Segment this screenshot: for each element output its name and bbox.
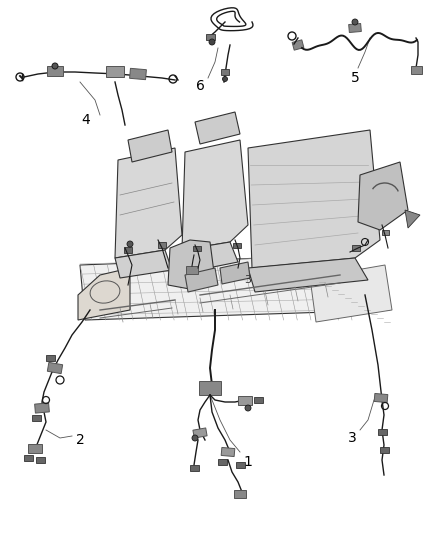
Bar (292, 40, 304, 50)
Bar (46, 355, 54, 361)
Circle shape (223, 77, 227, 82)
Bar (199, 381, 221, 395)
Bar (47, 362, 63, 374)
Bar (378, 429, 386, 435)
Bar (221, 69, 229, 75)
Polygon shape (78, 268, 130, 320)
Bar (233, 243, 241, 247)
Bar (218, 459, 226, 465)
Bar (47, 66, 63, 76)
Bar (352, 245, 360, 251)
Polygon shape (168, 240, 215, 290)
Circle shape (127, 241, 133, 247)
Bar (28, 443, 42, 453)
Bar (35, 457, 45, 463)
Bar (236, 462, 244, 468)
Circle shape (52, 63, 58, 69)
Polygon shape (185, 268, 218, 292)
Polygon shape (182, 242, 238, 272)
Polygon shape (220, 262, 250, 284)
Bar (106, 66, 124, 77)
Polygon shape (405, 210, 420, 228)
Bar (238, 395, 252, 405)
Circle shape (209, 39, 215, 45)
Text: 3: 3 (348, 431, 357, 445)
Bar (379, 447, 389, 453)
Polygon shape (358, 162, 408, 230)
Polygon shape (115, 250, 172, 278)
Bar (193, 428, 207, 438)
Bar (190, 465, 198, 471)
Polygon shape (195, 112, 240, 144)
Text: 4: 4 (81, 113, 90, 127)
Polygon shape (80, 255, 390, 320)
Bar (32, 415, 40, 421)
Bar (35, 403, 49, 413)
Bar (205, 34, 215, 40)
Bar (221, 447, 235, 457)
Polygon shape (182, 140, 248, 250)
Bar (24, 455, 32, 461)
Bar (254, 397, 262, 403)
Bar (381, 230, 389, 235)
Bar (158, 242, 166, 248)
Bar (234, 490, 246, 498)
Bar (349, 23, 361, 33)
Bar (374, 393, 388, 402)
Circle shape (245, 405, 251, 411)
Circle shape (192, 435, 198, 441)
Bar (410, 66, 421, 74)
Bar (124, 247, 132, 253)
Polygon shape (248, 258, 368, 292)
Polygon shape (310, 265, 392, 322)
Bar (130, 68, 146, 79)
Text: 2: 2 (76, 433, 85, 447)
Text: 6: 6 (195, 79, 205, 93)
Polygon shape (128, 130, 172, 162)
Text: 5: 5 (351, 71, 359, 85)
Polygon shape (115, 148, 182, 258)
Text: 1: 1 (244, 455, 252, 469)
Bar (193, 246, 201, 251)
Text: 3: 3 (244, 275, 251, 285)
Bar (186, 266, 198, 274)
Circle shape (352, 19, 358, 25)
Polygon shape (248, 130, 380, 268)
